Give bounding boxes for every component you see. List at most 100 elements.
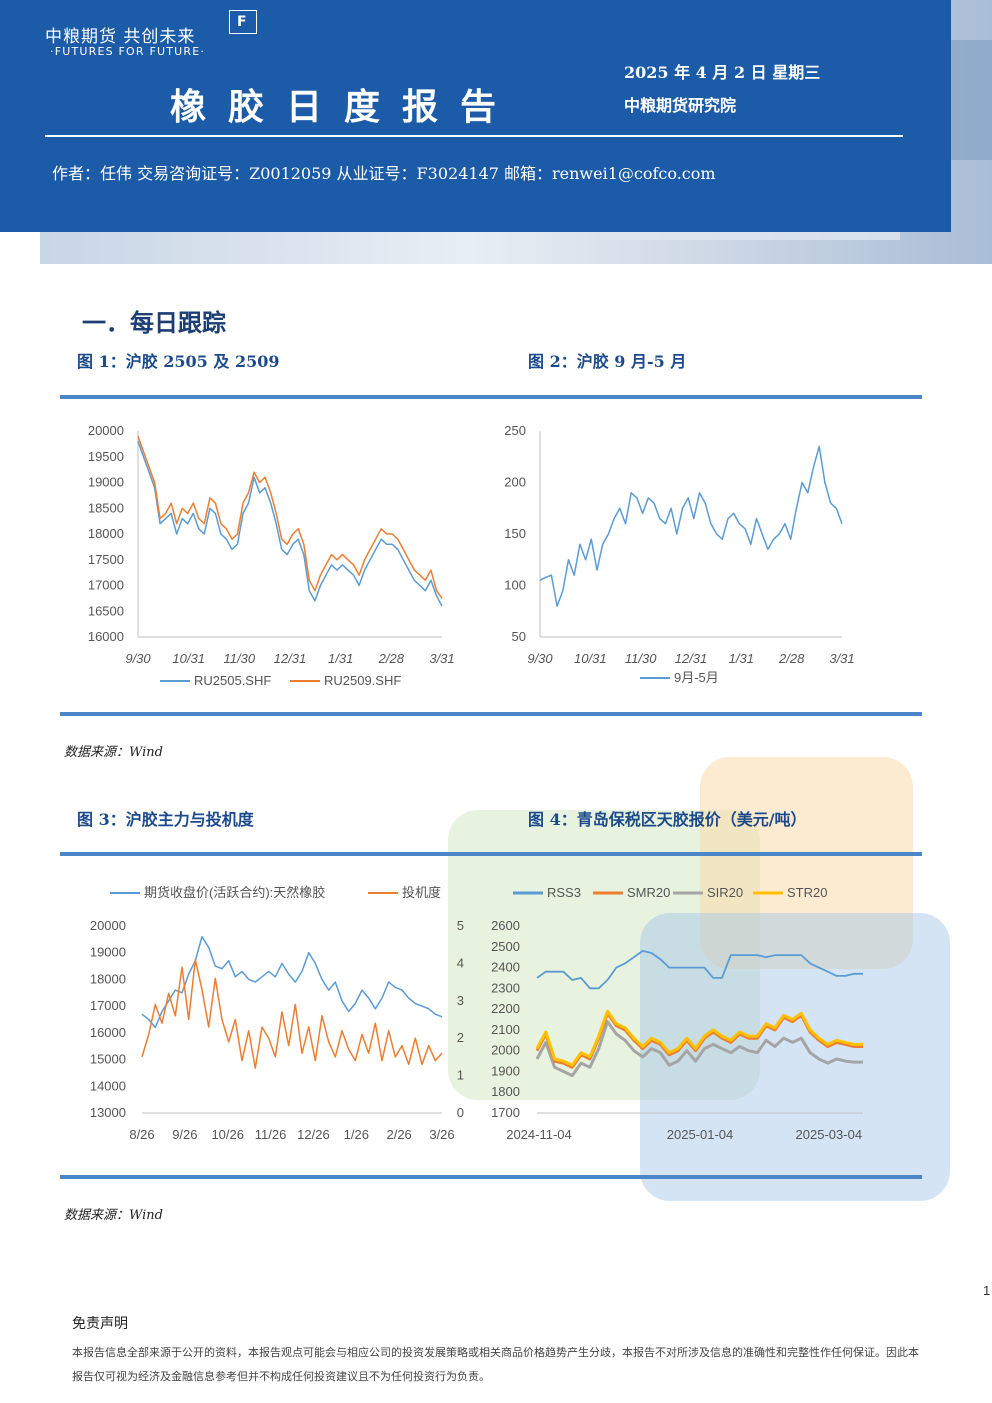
figure-1-title: 图 1：沪胶 2505 及 2509	[77, 352, 280, 371]
x-tick-label: 1/26	[344, 1127, 369, 1142]
logo-text-cn: 中粮期货 共创未来	[45, 27, 196, 47]
legend-label-0: RU2505.SHF	[194, 673, 271, 688]
x-tick-label: 11/26	[255, 1127, 287, 1142]
y-tick-label: 17500	[88, 552, 124, 567]
y-tick-label: 2500	[491, 939, 520, 954]
legend-label-0: 9月-5月	[674, 670, 719, 685]
y-tick-label: 17000	[90, 998, 126, 1013]
disclaimer-title: 免责声明	[72, 1316, 128, 1332]
x-tick-label: 3/31	[829, 651, 854, 666]
header-divider	[45, 135, 903, 137]
legend-label-0: RSS3	[547, 885, 581, 900]
x-tick-label: 2/26	[386, 1127, 411, 1142]
y-tick-label: 19000	[88, 475, 124, 490]
y-tick-label: 4	[457, 955, 464, 970]
x-tick-label: 9/30	[125, 651, 151, 666]
section-title: 一．每日跟踪	[82, 308, 226, 337]
y-tick-label: 1800	[491, 1084, 520, 1099]
x-tick-label: 11/30	[224, 651, 256, 666]
report-date: 2025 年 4 月 2 日 星期三	[624, 63, 821, 82]
x-tick-label: 2/28	[778, 651, 805, 666]
x-tick-label: 2025-03-04	[796, 1127, 863, 1142]
author-info: 作者：任伟 交易咨询证号：Z0012059 从业证号：F3024147 邮箱：r…	[52, 164, 716, 183]
y-tick-label: 3	[457, 993, 464, 1008]
x-tick-label: 10/26	[211, 1127, 244, 1142]
page-number: 1	[983, 1283, 991, 1298]
y-tick-label: 16500	[88, 603, 124, 618]
x-tick-label: 1/31	[328, 651, 353, 666]
y-tick-label: 2300	[491, 980, 520, 995]
disclaimer-text: 本报告信息全部来源于公开的资料，本报告观点可能会与相应公司的投资发展策略或相关商…	[72, 1346, 919, 1383]
y-tick-label: 19500	[88, 449, 124, 464]
logo-icon: F	[229, 10, 257, 34]
report-title: 橡胶日度报告	[170, 86, 519, 128]
series-line-0	[535, 1009, 863, 1067]
y-tick-label: 16000	[88, 629, 124, 644]
series-line-0	[137, 441, 443, 607]
y-tick-label: 250	[504, 423, 526, 438]
y-tick-label: 14000	[90, 1078, 126, 1093]
y-tick-label: 17000	[88, 578, 124, 593]
x-tick-label: 9/30	[527, 651, 553, 666]
x-tick-label: 11/30	[625, 651, 657, 666]
legend-label-1: SMR20	[627, 885, 670, 900]
legend-label-1: 投机度	[402, 885, 441, 900]
y-tick-label: 0	[457, 1105, 464, 1120]
x-tick-label: 12/31	[675, 651, 708, 666]
report-organization: 中粮期货研究院	[624, 96, 737, 115]
y-tick-label: 1900	[491, 1063, 520, 1078]
y-tick-label: 150	[504, 526, 526, 541]
x-tick-label: 3/26	[429, 1127, 454, 1142]
x-tick-label: 1/31	[729, 651, 754, 666]
y-tick-label: 2100	[491, 1022, 520, 1037]
data-source-1: 数据来源：Wind	[64, 745, 163, 760]
y-tick-label: 2600	[491, 918, 520, 933]
figure-row-2-bottom-rule	[60, 1175, 922, 1179]
chart-ru2505-ru2509: 16000 16500 17000 17500 18000 18500 19000 19500…	[88, 423, 455, 688]
y-tick-label: 18500	[88, 500, 124, 515]
x-tick-label: 10/31	[172, 651, 205, 666]
x-tick-label: 2/28	[378, 651, 405, 666]
logo-text-en: ·FUTURES FOR FUTURE·	[50, 45, 206, 58]
figure-row-1-top-rule	[60, 395, 922, 399]
y-tick-label: 5	[457, 918, 464, 933]
x-tick-label: 12/31	[274, 651, 307, 666]
figure-row-1-bottom-rule	[60, 712, 922, 716]
legend-label-2: SIR20	[707, 885, 743, 900]
x-tick-label: 9/26	[172, 1127, 197, 1142]
legend-label-0: 期货收盘价(活跃合约):天然橡胶	[144, 885, 325, 900]
y-tick-label: 2200	[491, 1001, 520, 1016]
chart-spread-sep-may: 50 100 150 200 250 9/30 10/31 11/30 12/31 1/31 2/2…	[504, 423, 854, 685]
y-tick-label: 20000	[88, 423, 124, 438]
y-tick-label: 50	[512, 629, 526, 644]
series-line-0	[536, 950, 863, 990]
series-line-0	[141, 958, 443, 1069]
legend-label-3: STR20	[787, 885, 827, 900]
x-tick-label: 10/31	[574, 651, 607, 666]
series-line-0	[141, 935, 443, 1029]
figure-3-title: 图 3：沪胶主力与投机度	[77, 810, 254, 829]
series-line-1	[137, 435, 443, 599]
y-tick-label: 18000	[88, 526, 124, 541]
legend-label-1: RU2509.SHF	[324, 673, 401, 688]
y-tick-label: 13000	[90, 1105, 126, 1120]
figure-row-2-top-rule	[60, 852, 922, 856]
x-tick-label: 12/26	[297, 1127, 330, 1142]
decor-panel-orange	[700, 757, 913, 969]
series-line-0	[539, 445, 843, 607]
figure-4-title: 图 4：青岛保税区天胶报价（美元/吨）	[528, 810, 807, 829]
x-tick-label: 8/26	[129, 1127, 154, 1142]
data-source-2: 数据来源：Wind	[64, 1208, 163, 1223]
y-tick-label: 2400	[491, 960, 520, 975]
y-tick-label: 2000	[491, 1043, 520, 1058]
y-tick-label: 20000	[90, 918, 126, 933]
x-tick-label: 2024-11-04	[506, 1127, 572, 1142]
y-tick-label: 19000	[90, 945, 126, 960]
report-header-banner: 中粮期货 共创未来 ·FUTURES FOR FUTURE· F 橡胶日度报告 …	[0, 0, 951, 232]
y-tick-label: 100	[504, 578, 526, 593]
y-tick-label: 200	[504, 475, 526, 490]
y-tick-label: 1	[457, 1068, 464, 1083]
series-line-0	[535, 1020, 863, 1078]
y-tick-label: 16000	[90, 1025, 126, 1040]
chart-qingdao-bonded-rubber-prices: 1700 1800 1900 2000 2100 2200 2300 2400 2500 2600…	[491, 885, 863, 1142]
